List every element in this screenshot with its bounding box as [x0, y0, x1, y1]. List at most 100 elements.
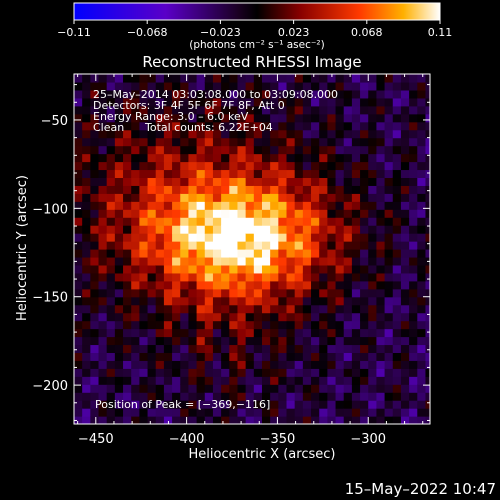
heatmap-cell — [229, 89, 239, 99]
heatmap-cell — [98, 113, 108, 123]
heatmap-cell — [360, 209, 369, 218]
heatmap-cell — [74, 137, 83, 147]
heatmap-cell — [139, 408, 149, 417]
heatmap-cell — [155, 400, 165, 409]
heatmap-cell — [180, 137, 190, 147]
heatmap-cell — [302, 376, 312, 385]
heatmap-cell — [123, 408, 132, 417]
heatmap-cell — [163, 225, 173, 234]
heatmap-cell — [147, 360, 157, 369]
heatmap-cell — [123, 185, 132, 194]
heatmap-cell — [261, 352, 271, 361]
heatmap-cell — [204, 416, 214, 424]
heatmap-cell — [131, 201, 140, 210]
heatmap-cell — [319, 113, 328, 123]
heatmap-cell — [376, 193, 386, 202]
heatmap-cell — [155, 193, 165, 202]
heatmap-cell — [368, 392, 378, 401]
heatmap-cell — [294, 328, 304, 338]
heatmap-cell — [286, 161, 296, 171]
heatmap-cell — [343, 217, 353, 226]
heatmap-cell — [384, 113, 394, 123]
heatmap-cell — [400, 185, 410, 194]
heatmap-cell — [343, 249, 353, 258]
heatmap-cell — [180, 153, 190, 163]
heatmap-cell — [409, 169, 418, 178]
heatmap-cell — [261, 272, 271, 282]
heatmap-cell — [237, 121, 247, 131]
heatmap-cell — [188, 193, 198, 202]
heatmap-cell — [360, 97, 369, 107]
heatmap-cell — [360, 129, 369, 139]
heatmap-cell — [376, 81, 386, 91]
heatmap-cell — [311, 264, 320, 274]
heatmap-cell — [417, 209, 427, 218]
heatmap-cell — [278, 193, 288, 202]
heatmap-cell — [278, 161, 288, 171]
heatmap-cell — [139, 272, 149, 282]
heatmap-cell — [392, 304, 402, 314]
heatmap-cell — [335, 344, 345, 353]
heatmap-cell — [114, 105, 124, 115]
heatmap-cell — [163, 336, 173, 346]
heatmap-cell — [98, 217, 108, 226]
heatmap-cell — [400, 209, 410, 218]
heatmap-cell — [237, 368, 247, 377]
heatmap-cell — [392, 201, 402, 210]
heatmap-cell — [335, 360, 345, 369]
time-range-annotation: 25–May–2014 03:03:08.000 to 03:09:08.000 — [93, 88, 338, 101]
heatmap-cell — [237, 89, 247, 99]
heatmap-cell — [409, 328, 418, 338]
heatmap-cell — [384, 241, 394, 250]
heatmap-cell — [392, 249, 402, 258]
heatmap-cell — [417, 256, 427, 266]
heatmap-cell — [302, 74, 312, 83]
heatmap-cell — [286, 384, 296, 393]
heatmap-cell — [114, 185, 124, 194]
heatmap-cell — [74, 129, 83, 139]
heatmap-cell — [188, 129, 198, 139]
heatmap-cell — [294, 288, 304, 298]
heatmap-cell — [106, 264, 116, 274]
heatmap-cell — [261, 384, 271, 393]
heatmap-cell — [409, 264, 418, 274]
heatmap-cell — [270, 113, 279, 123]
heatmap-cell — [425, 392, 430, 401]
heatmap-cell — [212, 89, 222, 99]
heatmap-cell — [392, 408, 402, 417]
heatmap-cell — [245, 129, 255, 139]
heatmap-cell — [106, 209, 116, 218]
heatmap-cell — [302, 241, 312, 250]
heatmap-cell — [417, 113, 427, 123]
heatmap-cell — [311, 153, 320, 163]
heatmap-cell — [139, 233, 149, 242]
heatmap-cell — [204, 74, 214, 83]
heatmap-cell — [114, 169, 124, 178]
chart-title: Reconstructed RHESSI Image — [142, 53, 361, 71]
heatmap-cell — [409, 81, 418, 91]
heatmap-cell — [409, 153, 418, 163]
heatmap-cell — [147, 272, 157, 282]
heatmap-cell — [417, 264, 427, 274]
heatmap-cell — [188, 344, 198, 353]
heatmap-cell — [400, 296, 410, 306]
heatmap-cell — [98, 408, 108, 417]
heatmap-cell — [123, 81, 132, 91]
heatmap-cell — [74, 97, 83, 107]
heatmap-cell — [319, 360, 328, 369]
heatmap-cell — [82, 97, 91, 107]
heatmap-cell — [376, 336, 386, 346]
heatmap-cell — [327, 225, 337, 234]
heatmap-cell — [278, 328, 288, 338]
heatmap-cell — [400, 225, 410, 234]
heatmap-cell — [82, 360, 91, 369]
heatmap-cell — [163, 264, 173, 274]
heatmap-cell — [82, 328, 91, 338]
heatmap-cell — [155, 249, 165, 258]
heatmap-cell — [106, 137, 116, 147]
heatmap-cell — [237, 161, 247, 171]
heatmap-cell — [376, 368, 386, 377]
heatmap-cell — [82, 264, 91, 274]
heatmap-cell — [98, 376, 108, 385]
heatmap-cell — [384, 81, 394, 91]
